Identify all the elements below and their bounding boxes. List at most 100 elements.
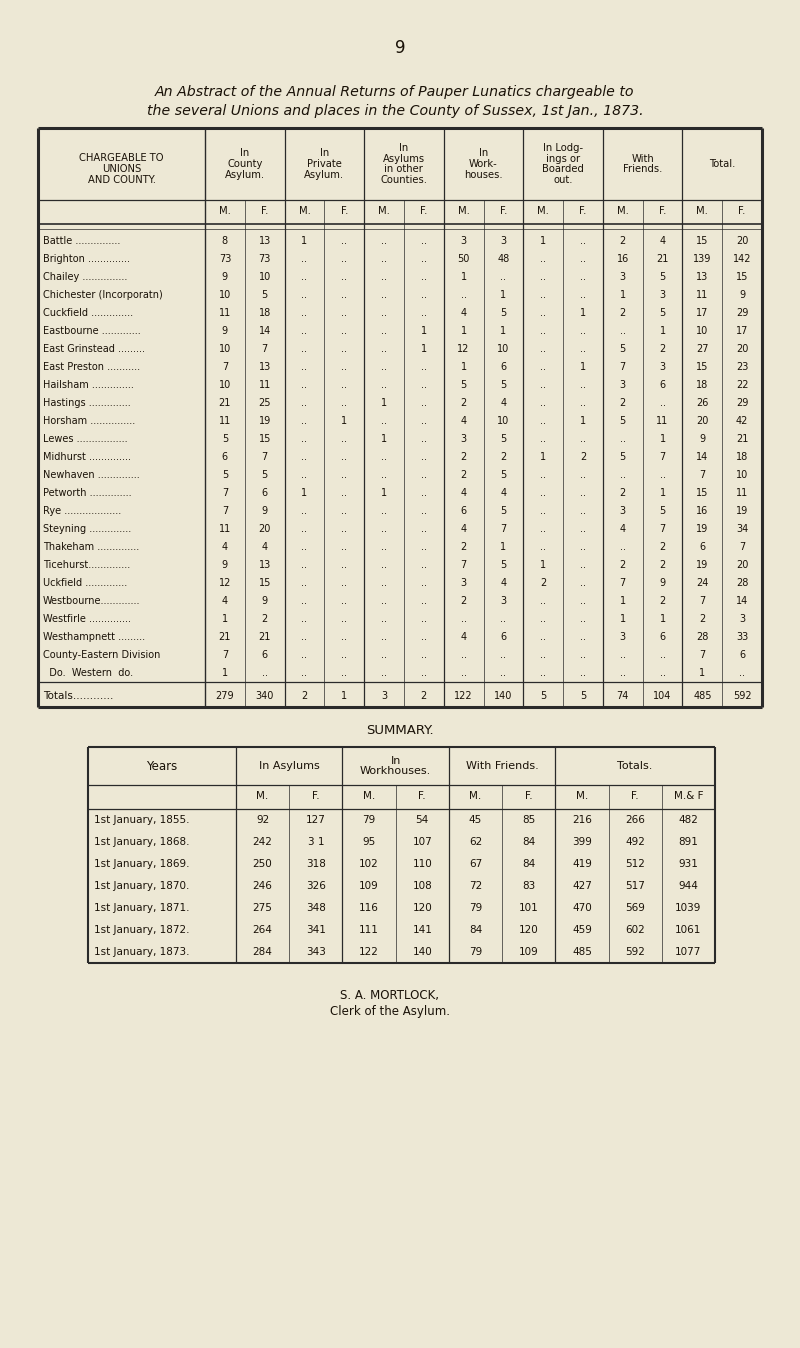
Text: out.: out.: [554, 175, 573, 185]
Text: ..: ..: [302, 434, 307, 443]
Text: 341: 341: [306, 925, 326, 936]
Text: 1: 1: [341, 692, 347, 701]
Text: ..: ..: [421, 363, 427, 372]
Text: 3: 3: [620, 632, 626, 642]
Text: 127: 127: [306, 816, 326, 825]
Text: Counties.: Counties.: [381, 175, 427, 185]
Text: 1: 1: [302, 488, 307, 497]
Text: ..: ..: [342, 452, 347, 462]
Text: ..: ..: [580, 236, 586, 245]
Text: ..: ..: [540, 380, 546, 390]
Text: 62: 62: [469, 837, 482, 847]
Text: 4: 4: [500, 578, 506, 588]
Text: 4: 4: [222, 596, 228, 607]
Text: ..: ..: [540, 363, 546, 372]
Text: 3: 3: [461, 236, 466, 245]
Text: ..: ..: [342, 398, 347, 408]
Text: Newhaven ..............: Newhaven ..............: [43, 470, 140, 480]
Text: 19: 19: [696, 559, 709, 570]
Text: In: In: [479, 148, 488, 159]
Text: 10: 10: [736, 470, 748, 480]
Text: Workhouses.: Workhouses.: [360, 767, 431, 776]
Text: ..: ..: [302, 578, 307, 588]
Text: 139: 139: [693, 253, 711, 264]
Text: 4: 4: [461, 524, 466, 534]
Text: 14: 14: [696, 452, 709, 462]
Text: 2: 2: [699, 613, 706, 624]
Text: Petworth ..............: Petworth ..............: [43, 488, 132, 497]
Text: 1: 1: [620, 290, 626, 301]
Text: 25: 25: [258, 398, 271, 408]
Text: 73: 73: [258, 253, 271, 264]
Text: ings or: ings or: [546, 154, 580, 163]
Text: 3: 3: [461, 434, 466, 443]
Text: 3: 3: [620, 272, 626, 282]
Text: 5: 5: [500, 470, 506, 480]
Text: ..: ..: [381, 470, 387, 480]
Text: 85: 85: [522, 816, 535, 825]
Text: ..: ..: [540, 596, 546, 607]
Text: 9: 9: [222, 272, 228, 282]
Text: Westfirle ..............: Westfirle ..............: [43, 613, 131, 624]
Text: 4: 4: [461, 307, 466, 318]
Text: 1: 1: [659, 434, 666, 443]
Text: ..: ..: [500, 650, 506, 661]
Text: 275: 275: [253, 903, 273, 913]
Text: ..: ..: [540, 524, 546, 534]
Text: 931: 931: [678, 859, 698, 869]
Text: Brighton ..............: Brighton ..............: [43, 253, 130, 264]
Text: 6: 6: [262, 650, 268, 661]
Text: Totals.: Totals.: [618, 762, 653, 771]
Text: ..: ..: [580, 344, 586, 355]
Text: ..: ..: [302, 307, 307, 318]
Text: 1: 1: [500, 290, 506, 301]
Text: 2: 2: [540, 578, 546, 588]
Text: ..: ..: [659, 650, 666, 661]
Text: ..: ..: [381, 669, 387, 678]
Text: 1: 1: [500, 542, 506, 551]
Text: ..: ..: [302, 398, 307, 408]
Text: 27: 27: [696, 344, 709, 355]
Text: ..: ..: [302, 380, 307, 390]
Text: 21: 21: [656, 253, 669, 264]
Text: 266: 266: [626, 816, 645, 825]
Text: Total.: Total.: [709, 159, 735, 168]
Text: ..: ..: [421, 272, 427, 282]
Text: 101: 101: [519, 903, 538, 913]
Text: ..: ..: [302, 452, 307, 462]
Text: ..: ..: [540, 326, 546, 336]
Text: ..: ..: [302, 650, 307, 661]
Text: ..: ..: [302, 470, 307, 480]
Text: 16: 16: [617, 253, 629, 264]
Text: Asylums: Asylums: [383, 154, 425, 163]
Text: 4: 4: [262, 542, 268, 551]
Text: 4: 4: [461, 632, 466, 642]
Text: ..: ..: [540, 470, 546, 480]
Text: 9: 9: [659, 578, 666, 588]
Text: ..: ..: [580, 470, 586, 480]
Text: M.: M.: [378, 206, 390, 216]
Text: 10: 10: [498, 344, 510, 355]
Text: 348: 348: [306, 903, 326, 913]
Text: 3: 3: [500, 236, 506, 245]
Text: ..: ..: [381, 307, 387, 318]
Text: 1: 1: [341, 417, 347, 426]
Text: Hastings ..............: Hastings ..............: [43, 398, 130, 408]
Text: 7: 7: [222, 650, 228, 661]
Text: 3 1: 3 1: [307, 837, 324, 847]
Text: 318: 318: [306, 859, 326, 869]
Text: Ticehurst..............: Ticehurst..............: [43, 559, 130, 570]
Text: 6: 6: [262, 488, 268, 497]
Text: F.: F.: [631, 791, 639, 801]
Text: 264: 264: [253, 925, 273, 936]
Text: M.& F: M.& F: [674, 791, 703, 801]
Text: 7: 7: [739, 542, 746, 551]
Text: ..: ..: [342, 632, 347, 642]
Text: M.: M.: [617, 206, 629, 216]
Text: 602: 602: [626, 925, 645, 936]
Text: 24: 24: [696, 578, 709, 588]
Text: ..: ..: [461, 613, 466, 624]
Text: 108: 108: [413, 882, 432, 891]
Text: 15: 15: [696, 363, 709, 372]
Text: 6: 6: [500, 363, 506, 372]
